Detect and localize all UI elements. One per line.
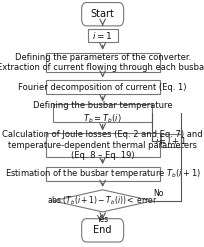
Text: Defining the busbar temperature
$T_b = T_b(i)$: Defining the busbar temperature $T_b = T… <box>33 101 172 124</box>
Text: Start: Start <box>91 9 115 19</box>
FancyBboxPatch shape <box>46 53 160 72</box>
Text: Defining the parameters of the converter.
Extraction of current flowing through : Defining the parameters of the converter… <box>0 53 204 72</box>
Text: $i = i + 1$: $i = i + 1$ <box>155 135 187 146</box>
Text: End: End <box>93 225 112 235</box>
FancyBboxPatch shape <box>53 104 152 122</box>
Text: Fourier decomposition of current (Eq. 1): Fourier decomposition of current (Eq. 1) <box>18 83 187 92</box>
Polygon shape <box>53 190 152 212</box>
Text: $i = 1$: $i = 1$ <box>92 30 113 41</box>
Text: Yes: Yes <box>96 215 109 224</box>
FancyBboxPatch shape <box>46 133 160 157</box>
FancyBboxPatch shape <box>46 80 160 94</box>
FancyBboxPatch shape <box>88 29 118 42</box>
Text: Estimation of the busbar temperature $T_b(i+1)$: Estimation of the busbar temperature $T_… <box>4 167 201 180</box>
Text: abs $(T_b(i+1)-T_b(i)) <$ error: abs $(T_b(i+1)-T_b(i)) <$ error <box>47 195 158 207</box>
Text: No: No <box>154 189 164 198</box>
FancyBboxPatch shape <box>82 219 124 242</box>
Text: Calculation of Joule losses (Eq. 2 and Eq. 7) and
temperature-dependent thermal : Calculation of Joule losses (Eq. 2 and E… <box>2 130 203 160</box>
FancyBboxPatch shape <box>46 167 160 181</box>
FancyBboxPatch shape <box>82 2 124 26</box>
FancyBboxPatch shape <box>161 134 181 147</box>
